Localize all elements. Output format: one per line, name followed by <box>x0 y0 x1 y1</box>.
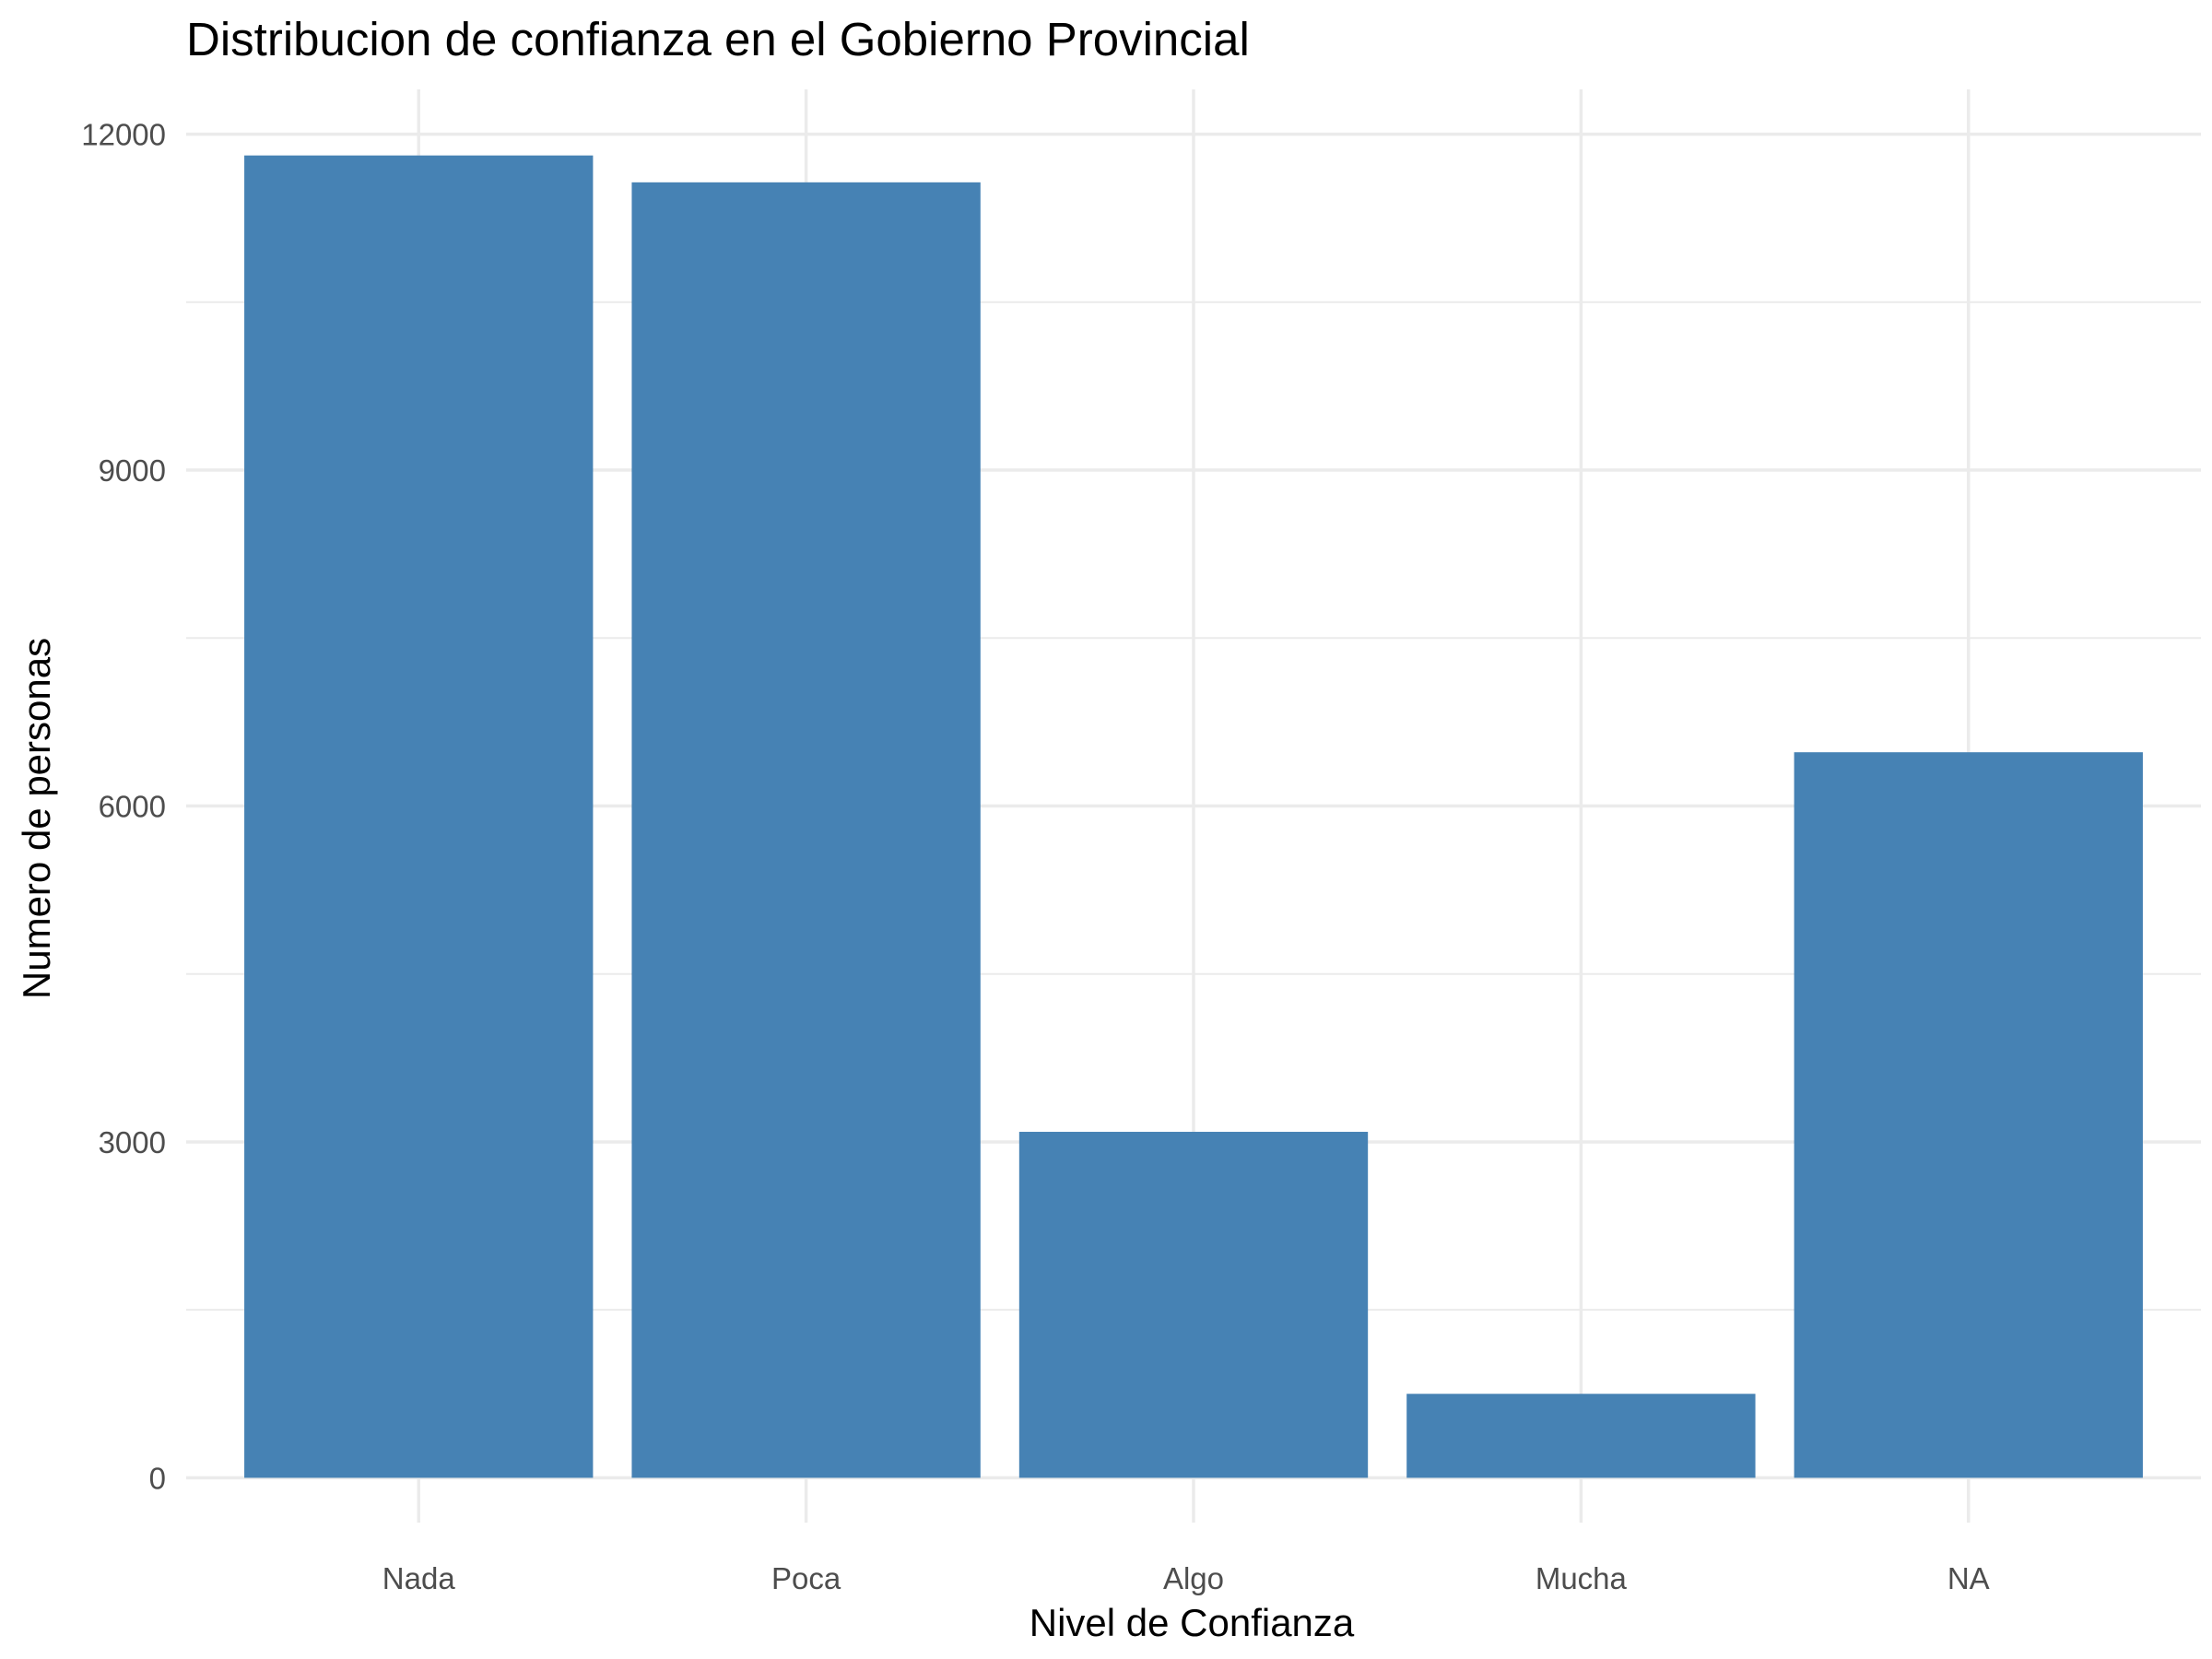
chart-title: Distribucion de confianza en el Gobierno… <box>186 13 1250 65</box>
y-tick-label: 6000 <box>99 790 166 824</box>
x-tick-label: Poca <box>771 1561 841 1595</box>
x-tick-label: Mucha <box>1535 1561 1628 1595</box>
x-tick-label: NA <box>1947 1561 1990 1595</box>
x-tick-label: Algo <box>1163 1561 1224 1595</box>
x-tick-labels: Nada Poca Algo Mucha NA <box>382 1561 1990 1595</box>
y-tick-label: 3000 <box>99 1125 166 1159</box>
x-tick-label: Nada <box>382 1561 456 1595</box>
y-tick-label: 0 <box>149 1461 166 1495</box>
y-tick-labels: 0 3000 6000 9000 12000 <box>81 118 166 1496</box>
bar-na <box>1794 752 2143 1478</box>
bar-mucha <box>1406 1394 1756 1478</box>
bar-nada <box>244 155 594 1478</box>
y-tick-label: 9000 <box>99 453 166 488</box>
bar-algo <box>1018 1132 1369 1478</box>
y-tick-label: 12000 <box>81 118 166 152</box>
bar-poca <box>631 182 981 1478</box>
bar-layer <box>244 155 2143 1478</box>
x-axis-title: Nivel de Confianza <box>1030 1601 1355 1644</box>
y-axis-title: Numero de personas <box>15 638 58 999</box>
